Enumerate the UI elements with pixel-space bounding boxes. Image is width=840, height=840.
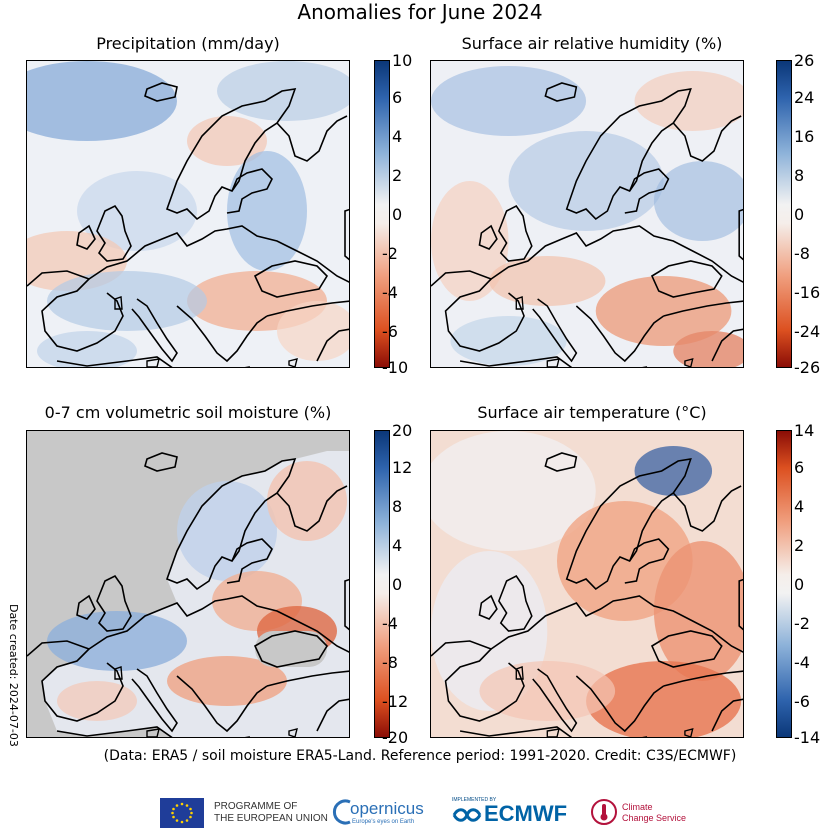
tick-label: -6 (794, 692, 810, 711)
footer-credit: (Data: ERA5 / soil moisture ERA5-Land. R… (103, 748, 737, 764)
tick-label: 12 (392, 458, 413, 477)
panel-title-humidity: Surface air relative humidity (%) (461, 34, 723, 53)
tick-label: -2 (382, 244, 398, 263)
c3s-text: Climate Change Service (622, 802, 686, 824)
tick-label: 6 (794, 458, 805, 477)
colorbar-soil-moisture (374, 430, 390, 738)
tick-label: -4 (382, 283, 398, 302)
tick-label: 4 (794, 497, 805, 516)
colorbar-temperature (776, 430, 792, 738)
tick-label: 14 (794, 421, 815, 440)
tick-label: 0 (392, 205, 403, 224)
map-temperature (430, 430, 744, 738)
tick-label: 4 (392, 536, 403, 555)
tick-label: 0 (794, 205, 805, 224)
thermometer-icon (590, 798, 618, 826)
colorbar-humidity (776, 60, 792, 368)
tick-label: 8 (794, 166, 805, 185)
tick-label: -6 (382, 322, 398, 341)
tick-label: -4 (794, 653, 810, 672)
tick-label: -20 (382, 728, 409, 747)
tick-label: -8 (382, 653, 398, 672)
map-humidity (430, 60, 744, 368)
tick-label: -16 (794, 283, 821, 302)
tick-label: 6 (392, 88, 403, 107)
colorbar-precipitation (374, 60, 390, 368)
tick-label: -8 (794, 244, 810, 263)
date-created: Date created: 2024-07-03 (7, 604, 20, 747)
eu-flag-icon (160, 798, 204, 828)
figure-title: Anomalies for June 2024 (297, 0, 543, 24)
tick-label: 4 (392, 127, 403, 146)
map-soil-moisture (26, 430, 350, 738)
tick-label: 0 (794, 575, 805, 594)
tick-label: -24 (794, 322, 821, 341)
copernicus-name: opernicus (350, 799, 424, 818)
tick-label: 20 (392, 421, 413, 440)
copernicus-icon (332, 797, 354, 827)
eu-line-2: THE EUROPEAN UNION (214, 813, 328, 824)
c3s-line-1: Climate (622, 802, 653, 812)
tick-label: -26 (794, 358, 821, 377)
copernicus-tagline: Europe's eyes on Earth (352, 819, 415, 825)
tick-label: -10 (382, 358, 409, 377)
tick-label: -12 (382, 692, 409, 711)
tick-label: -4 (382, 614, 398, 633)
panel-title-temperature: Surface air temperature (°C) (477, 403, 707, 422)
panel-title-soil-moisture: 0-7 cm volumetric soil moisture (%) (44, 403, 332, 422)
ecmwf-implemented: IMPLEMENTED BY (452, 797, 497, 803)
c3s-line-2: Change Service (622, 813, 687, 823)
tick-label: 10 (392, 51, 413, 70)
tick-label: 24 (794, 88, 815, 107)
tick-label: 2 (794, 536, 805, 555)
panel-title-precipitation: Precipitation (mm/day) (96, 34, 280, 53)
eu-programme-text: PROGRAMME OF THE EUROPEAN UNION (214, 801, 328, 825)
ecmwf-name: ECMWF (484, 801, 568, 826)
map-precipitation (26, 60, 350, 368)
tick-label: -2 (794, 614, 810, 633)
tick-label: -14 (794, 728, 821, 747)
tick-label: 0 (392, 575, 403, 594)
eu-line-1: PROGRAMME OF (214, 801, 298, 812)
tick-label: 26 (794, 51, 815, 70)
tick-label: 8 (392, 497, 403, 516)
tick-label: 2 (392, 166, 403, 185)
ecmwf-mark-icon (452, 806, 482, 824)
tick-label: 16 (794, 127, 815, 146)
